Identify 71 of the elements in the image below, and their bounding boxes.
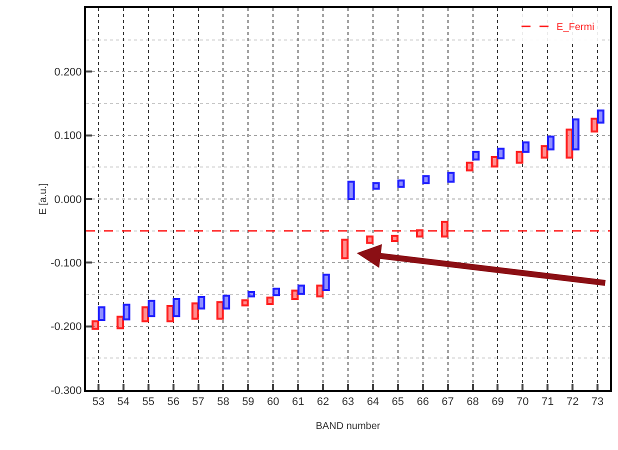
bar (216, 301, 224, 320)
bar (248, 290, 256, 298)
bar (322, 274, 330, 292)
bar (397, 180, 405, 188)
bar (516, 150, 524, 164)
x-tick-label: 60 (267, 396, 280, 408)
x-tick-label: 66 (416, 396, 429, 408)
bar (572, 118, 580, 150)
bar (316, 284, 324, 298)
x-tick-label: 55 (142, 396, 155, 408)
bar (266, 296, 274, 306)
bar (391, 234, 399, 242)
x-tick-label: 68 (466, 396, 479, 408)
x-tick-label: 53 (92, 396, 105, 408)
y-axis-title: E [a.u.] (38, 182, 50, 215)
bar (546, 136, 554, 150)
y-tick-label: -0.100 (50, 258, 82, 270)
bar (366, 236, 374, 244)
x-tick-label: 72 (566, 396, 579, 408)
bar (172, 298, 180, 318)
bar (98, 306, 106, 321)
bar (472, 150, 480, 161)
x-tick-label: 62 (316, 396, 330, 408)
bar (347, 180, 355, 200)
x-tick-label: 59 (242, 396, 254, 408)
x-tick-label: 54 (117, 396, 130, 408)
bar (198, 296, 206, 310)
bar (540, 145, 548, 159)
bar (241, 299, 249, 306)
y-tick-label: -0.200 (50, 321, 82, 334)
x-tick-label: 56 (167, 396, 180, 408)
legend-label: E_Fermi (556, 22, 594, 34)
x-axis-title: BAND number (316, 421, 381, 432)
y-tick-label: 0.000 (54, 194, 82, 206)
bar (92, 320, 100, 330)
bar (272, 288, 280, 296)
bar (416, 229, 424, 238)
x-tick-label: 71 (541, 396, 554, 408)
x-tick-label: 65 (392, 396, 404, 408)
x-tick-label: 57 (192, 396, 204, 408)
bar (222, 294, 230, 310)
x-tick-label: 67 (442, 396, 454, 408)
bar (440, 220, 448, 238)
x-tick-label: 70 (516, 396, 529, 408)
x-tick-label: 73 (591, 396, 604, 408)
x-tick-label: 63 (342, 396, 354, 408)
bar (297, 284, 305, 295)
bar (490, 156, 498, 168)
bar (142, 306, 150, 322)
y-tick-label: 0.200 (54, 66, 82, 79)
bar (497, 148, 505, 160)
x-tick-label: 69 (492, 396, 504, 408)
x-tick-label: 64 (366, 396, 380, 408)
x-tick-label: 61 (292, 396, 304, 408)
bar (566, 128, 574, 159)
bar (522, 141, 530, 153)
bar (191, 302, 199, 320)
bar (596, 110, 604, 124)
bar (447, 172, 455, 183)
bar (422, 175, 430, 184)
bar (466, 162, 474, 172)
bar (590, 118, 598, 133)
bar (116, 316, 124, 330)
bar (291, 290, 299, 300)
bar (372, 182, 380, 190)
bar (122, 304, 130, 320)
y-tick-label: -0.300 (50, 384, 82, 397)
y-tick-label: 0.100 (54, 130, 82, 142)
bar (148, 300, 156, 318)
x-tick-label: 58 (217, 396, 230, 408)
bar (341, 238, 349, 260)
